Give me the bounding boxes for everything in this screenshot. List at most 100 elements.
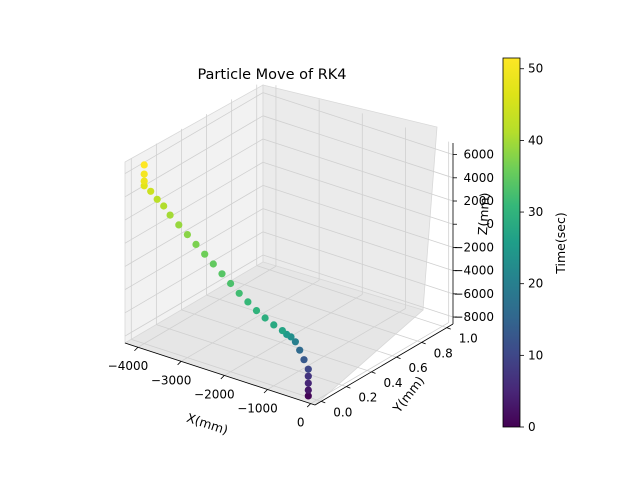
gridline-x-floor [137,265,277,348]
y-tick-label: 0.6 [409,361,428,375]
z-tick-label: −8000 [453,310,494,324]
x-tick-mark [263,389,268,394]
z-tick-label: 4000 [463,171,494,185]
data-point [304,392,312,400]
x-tick-label: −3000 [151,373,192,387]
gridline-z-back [262,92,454,155]
data-point [227,279,235,288]
data-point [270,321,278,329]
colorbar-tick-label: 50 [528,62,543,76]
gridline-z-side [124,138,264,221]
gridline-y-floor [206,294,397,358]
y-tick-mark [396,356,401,360]
data-point [304,372,312,380]
y-tick-label: 0.8 [434,346,453,360]
x-tick-mark [306,403,311,408]
colorbar-tick-label: 10 [528,348,543,362]
data-point [147,187,155,195]
y-tick-label: 0.4 [383,376,402,390]
y-tick-labels: 0.0 0.2 0.4 0.6 0.8 1.0 [321,327,478,419]
scatter-points [140,161,312,400]
y-tick-mark [421,342,426,345]
gridline-y-floor [256,265,447,329]
z-tick-label: −4000 [453,264,494,278]
gridline-x-floor [310,322,449,404]
gridline-z-side [124,185,264,267]
data-point [201,250,209,258]
gridline-z-back [262,185,454,248]
data-point [304,386,312,394]
data-point [278,327,286,335]
y-tick-mark [346,386,351,389]
x-tick-mark [177,361,182,366]
z-tick-label: −2000 [453,240,494,254]
data-point [296,346,304,354]
x-axis-line [124,342,316,406]
colorbar-tick-label: 30 [528,205,543,219]
data-point [291,338,299,346]
y-tick-mark [371,371,376,374]
colorbar-ticks: 0 10 20 30 40 50 [520,62,543,434]
data-point [140,170,148,178]
gridline-y-floor [181,309,372,373]
gridline-z-side [124,115,264,198]
gridline-x-floor [267,308,406,390]
data-point [183,231,191,239]
gridline-z-back [262,208,454,272]
z-tick-label: −6000 [453,287,494,301]
data-point [304,379,312,387]
z-tick-label: 6000 [463,148,494,162]
gridline-z-side [124,254,264,337]
x-tick-label: −2000 [194,387,235,401]
colorbar-tick-label: 0 [528,420,536,434]
x-tick-mark [134,346,139,352]
data-point [166,211,174,219]
data-point [160,202,168,210]
data-point [153,195,161,203]
z-tick-labels: −8000 −6000 −4000 −2000 0 2000 4000 6000 [453,148,494,324]
z-tick-label: 2000 [463,194,494,208]
z-axis-label: Z(mm) [475,192,492,235]
gridline-z-back [262,231,454,295]
data-point [175,221,183,229]
y-tick-label: 0.0 [333,405,352,419]
data-point [252,307,261,315]
gridline-z-back [262,115,454,179]
data-point [235,289,243,297]
colorbar-label: Time(sec) [553,212,568,274]
colorbar-tick-label: 40 [528,133,543,147]
data-point [140,177,148,185]
data-point [261,314,269,322]
gridline-x-floor [180,279,320,362]
x-tick-labels: −4000−3000−2000−1000 0 [108,346,311,430]
colorbar [502,57,521,428]
gridline-z-side [124,208,264,290]
data-point [244,298,252,306]
x-tick-label: −1000 [237,402,278,416]
grid-lines [124,84,454,404]
gridline-y-floor [231,280,422,343]
y-tick-label: 1.0 [459,332,478,346]
y-tick-label: 0.2 [358,391,377,405]
gridline-z-side [124,161,264,244]
y-tick-mark [321,400,326,404]
x-tick-mark [220,375,225,380]
x-tick-label: 0 [297,416,305,430]
y-axis-line [314,323,454,406]
data-point [192,240,200,248]
z-tick-label: 0 [486,217,494,231]
gridline-z-back [262,138,454,202]
chart-title: Particle Move of RK4 [197,67,346,83]
gridline-z-side [124,92,264,174]
data-point [209,260,217,268]
data-point [218,270,226,278]
x-tick-label: −4000 [108,359,149,373]
data-point [140,161,148,169]
gridline-z-side [124,231,264,314]
gridline-y-floor [156,324,347,387]
gridline-z-back [262,254,454,318]
data-point [300,356,308,364]
x-axis-label: X(mm) [185,410,230,437]
gridline-y-floor [131,338,322,402]
y-tick-mark [446,327,451,330]
